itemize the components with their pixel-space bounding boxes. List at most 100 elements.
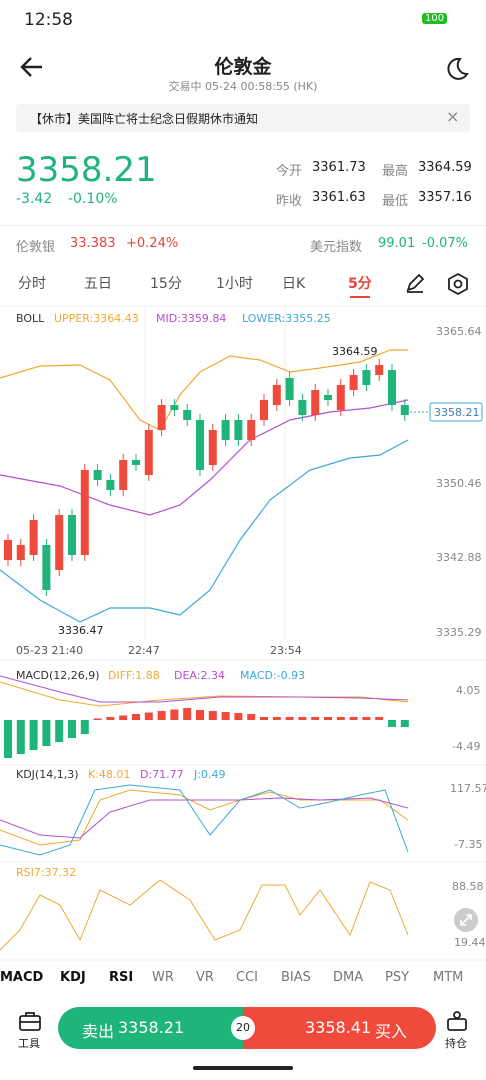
candle-body	[196, 420, 204, 470]
candle-body	[388, 370, 396, 405]
macd-macd-label: MACD:-0.93	[240, 669, 306, 682]
indicator-tab[interactable]: RSI	[109, 970, 134, 985]
notice-text[interactable]: 【休市】美国阵亡将士纪念日假期休市通知	[30, 112, 259, 126]
time-label: 05-23 21:40	[16, 644, 84, 657]
period-tab[interactable]: 日K	[282, 276, 306, 292]
indicator-tab[interactable]: BIAS	[281, 970, 311, 985]
indicator-tab[interactable]: MACD	[0, 970, 44, 985]
boll-lower	[0, 439, 409, 623]
period-tab[interactable]: 1小时	[216, 276, 253, 292]
kdj-d	[0, 797, 409, 839]
low-label: 3336.47	[58, 624, 104, 637]
stat-value: 3357.16	[418, 190, 472, 205]
sell-button[interactable]	[58, 1007, 248, 1049]
related-change[interactable]: -0.07%	[422, 236, 468, 251]
high-label: 3364.59	[332, 345, 378, 358]
macd-bar	[196, 710, 204, 720]
boll-name: BOLL	[16, 312, 45, 325]
hold-icon[interactable]	[446, 1010, 468, 1032]
candle-body	[106, 480, 115, 490]
current-price-box	[429, 402, 483, 422]
home-indicator	[193, 1066, 293, 1070]
status-time: 12:58	[24, 10, 73, 30]
rsi-name: RSI7:37.32	[16, 866, 77, 879]
related-value[interactable]: 99.01	[378, 236, 416, 251]
back-button[interactable]	[18, 54, 46, 80]
current-price-label: 3358.21	[434, 406, 480, 419]
period-tab[interactable]: 五日	[84, 276, 112, 292]
candle-body	[362, 370, 371, 385]
boll-mid	[0, 399, 409, 516]
indicator-tab[interactable]: CCI	[236, 970, 258, 985]
theme-toggle[interactable]	[444, 56, 470, 82]
candle-body	[119, 460, 128, 490]
buy-button[interactable]	[243, 1007, 436, 1049]
candle-body	[375, 365, 384, 375]
period-tab[interactable]: 15分	[150, 276, 182, 292]
related-name[interactable]: 伦敦银	[16, 240, 56, 255]
macd-bar	[311, 717, 320, 720]
candle-body	[132, 460, 140, 465]
kdj-j-label: J:0.49	[194, 768, 226, 781]
candle-body	[298, 400, 307, 415]
kdj-axis: 117.57	[450, 782, 486, 795]
stat-label: 最高	[382, 164, 409, 179]
notice-close[interactable]: ×	[446, 107, 460, 126]
candle-body	[170, 405, 179, 410]
tool-label[interactable]: 工具	[18, 1037, 40, 1050]
sell-price[interactable]: 3358.21	[118, 1018, 185, 1037]
macd-bar	[170, 709, 179, 720]
rsi-axis: 19.44	[454, 936, 486, 949]
stat-value: 3364.59	[418, 160, 472, 175]
notice-bar[interactable]	[16, 104, 470, 132]
macd-bar	[29, 720, 38, 750]
divider	[0, 225, 486, 226]
kdj-name: KDJ(14,1,3)	[16, 768, 79, 781]
candle-body	[29, 520, 38, 555]
hold-label[interactable]: 持仓	[445, 1037, 467, 1050]
draw-tool[interactable]	[404, 272, 426, 294]
candle-body	[208, 430, 217, 465]
fullscreen-button[interactable]	[454, 908, 478, 932]
period-tab[interactable]: 5分	[348, 276, 372, 292]
kdj-j	[0, 784, 409, 856]
spread: 20	[231, 1016, 255, 1040]
candle-body	[144, 430, 153, 475]
candle-body	[311, 390, 320, 415]
period-tab[interactable]: 分时	[18, 276, 46, 292]
battery: 100	[422, 13, 448, 24]
settings[interactable]	[446, 272, 470, 296]
sell-label[interactable]: 卖出	[82, 1022, 115, 1041]
price-axis-label: 3335.29	[436, 626, 482, 639]
indicator-tab[interactable]: VR	[196, 970, 214, 985]
macd-bar	[272, 717, 281, 720]
price-change: -3.42	[16, 191, 53, 207]
macd-bar	[349, 717, 358, 720]
kdj-axis: -7.35	[454, 838, 483, 851]
related-change[interactable]: +0.24%	[126, 236, 179, 251]
candle-body	[336, 385, 345, 410]
candle-body	[400, 405, 409, 415]
indicator-tab[interactable]: PSY	[385, 970, 410, 985]
macd-bar	[285, 717, 294, 720]
macd-bar	[260, 717, 268, 720]
indicator-tab[interactable]: MTM	[433, 970, 464, 985]
macd-bar	[234, 713, 243, 720]
macd-bar	[16, 720, 25, 754]
buy-label[interactable]: 买入	[375, 1022, 408, 1041]
candle-body	[260, 400, 268, 420]
macd-bar	[375, 717, 384, 720]
boll-mid-label: MID:3359.84	[156, 312, 227, 325]
macd-bar	[4, 720, 12, 758]
candle-body	[247, 420, 256, 440]
indicator-tab[interactable]: DMA	[333, 970, 364, 985]
related-value[interactable]: 33.383	[70, 236, 116, 251]
indicator-tab[interactable]: KDJ	[60, 970, 86, 985]
tool-icon[interactable]	[18, 1010, 42, 1032]
related-name[interactable]: 美元指数	[310, 240, 363, 255]
buy-price[interactable]: 3358.41	[305, 1018, 372, 1037]
grid	[0, 305, 486, 961]
indicator-tab[interactable]: WR	[152, 970, 174, 985]
candle-body	[183, 410, 192, 420]
